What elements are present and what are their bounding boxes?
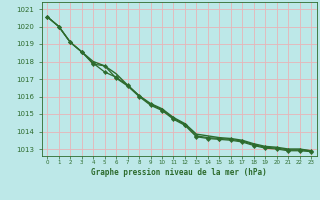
X-axis label: Graphe pression niveau de la mer (hPa): Graphe pression niveau de la mer (hPa) xyxy=(91,168,267,177)
